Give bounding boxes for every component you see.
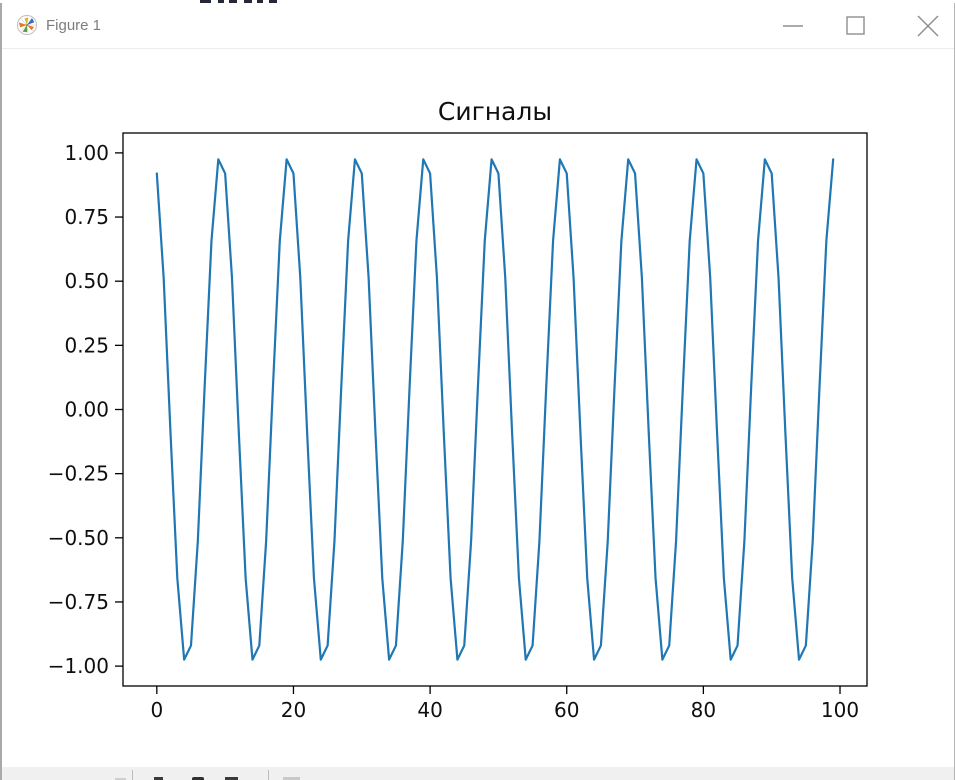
toolbar-button-fragment-save-icon[interactable] — [283, 777, 300, 780]
background-window-fragment — [244, 0, 252, 3]
maximize-icon — [846, 16, 865, 35]
navigation-toolbar[interactable] — [2, 767, 954, 780]
background-window-fragment — [229, 0, 237, 3]
y-tick-label: 1.00 — [64, 141, 109, 165]
y-tick-label: −1.00 — [48, 654, 109, 678]
toolbar-button-fragment-configure-icon[interactable] — [225, 777, 238, 780]
close-icon — [917, 15, 939, 37]
x-tick-label: 40 — [417, 698, 442, 722]
x-tick-label: 60 — [554, 698, 579, 722]
y-tick-label: −0.25 — [48, 462, 109, 486]
plot-title: Сигналы — [438, 97, 552, 126]
toolbar-button-fragment-zoom-icon[interactable] — [192, 777, 204, 780]
background-window-fragment — [218, 0, 224, 3]
x-tick-label: 20 — [281, 698, 306, 722]
toolbar-separator — [268, 770, 269, 780]
minimize-button[interactable] — [771, 3, 815, 48]
background-window-sliver — [0, 0, 955, 3]
toolbar-button-fragment-back-icon[interactable] — [115, 778, 126, 780]
window-title: Figure 1 — [46, 17, 102, 34]
x-tick-label: 100 — [821, 698, 859, 722]
y-tick-label: 0.75 — [64, 205, 109, 229]
matplotlib-logo-icon — [16, 14, 38, 36]
y-tick-label: −0.75 — [48, 590, 109, 614]
y-tick-label: 0.50 — [64, 269, 109, 293]
y-tick-label: −0.50 — [48, 526, 109, 550]
signal-line — [155, 158, 835, 661]
figure-canvas[interactable]: 0 20 40 60 80 100 1.00 0.75 0.50 0.25 0.00 −0.25 −0.… — [2, 48, 954, 767]
background-window-fragment — [257, 0, 263, 3]
titlebar[interactable]: Figure 1 — [2, 3, 954, 49]
y-tick-label: 0.00 — [64, 398, 109, 422]
window-left-border — [0, 3, 2, 780]
background-window-fragment — [269, 0, 277, 3]
toolbar-separator — [132, 770, 133, 780]
x-tick-label: 80 — [691, 698, 716, 722]
toolbar-button-fragment-pan-icon[interactable] — [154, 777, 163, 780]
background-window-fragment — [200, 0, 211, 3]
y-tick-label: 0.25 — [64, 333, 109, 357]
minimize-icon — [783, 25, 803, 27]
figure-canvas-svg[interactable]: 0 20 40 60 80 100 1.00 0.75 0.50 0.25 0.00 −0.25 −0.… — [2, 48, 954, 767]
maximize-button[interactable] — [833, 3, 877, 48]
axes-spines — [122, 132, 868, 687]
close-button[interactable] — [905, 3, 949, 48]
x-tick-label: 0 — [150, 698, 163, 722]
